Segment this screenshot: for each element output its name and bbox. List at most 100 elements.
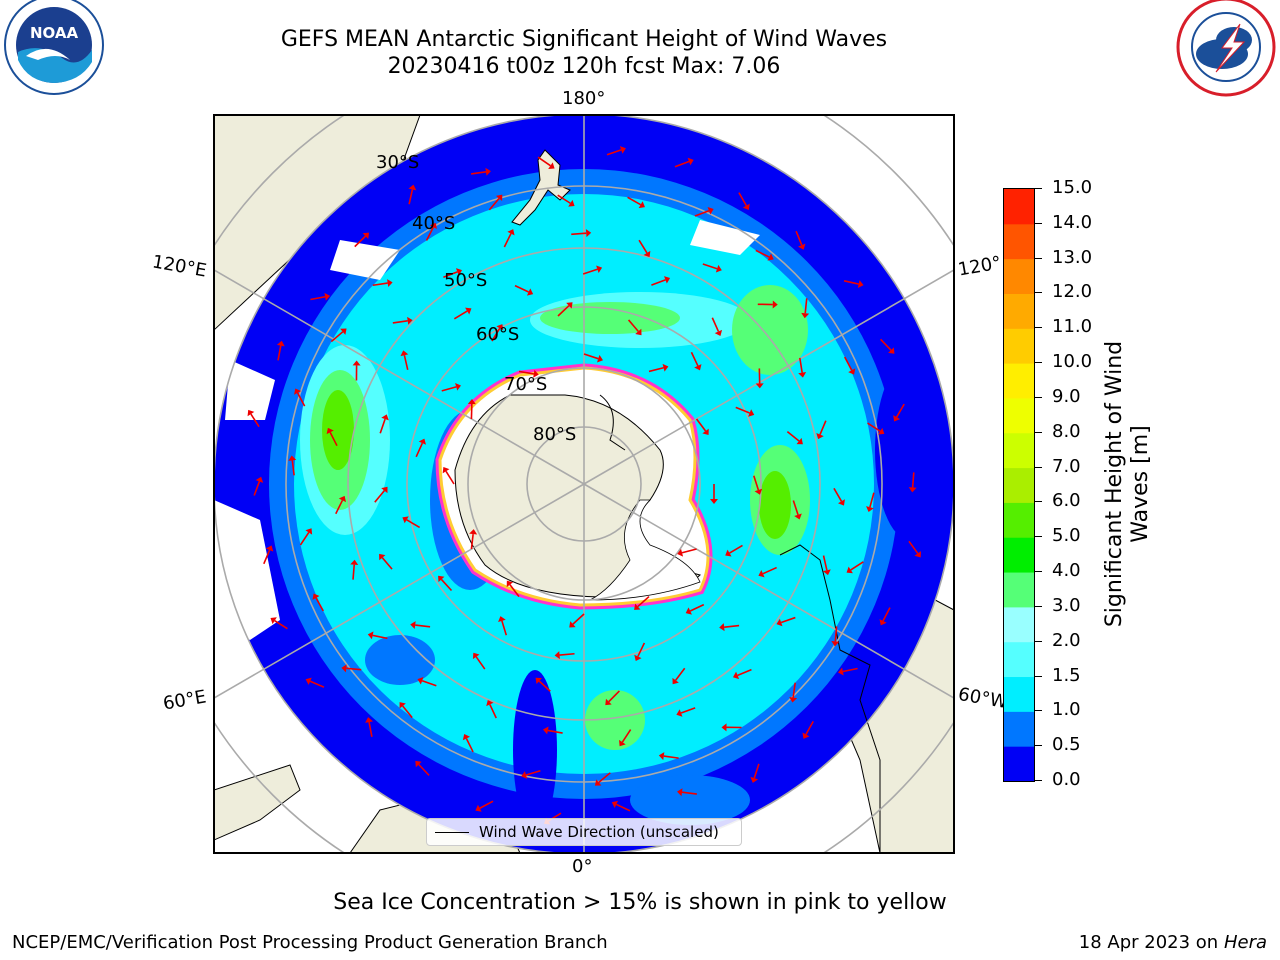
chart-subtitle: 20230416 t00z 120h fcst Max: 7.06 [387, 54, 781, 79]
wind-wave-arrow-head [619, 739, 626, 747]
wind-wave-arrow-shaft [547, 729, 563, 734]
colorbar-tick-label: 9.0 [1052, 385, 1081, 407]
wind-wave-arrow-head [888, 347, 895, 354]
wind-wave-arrow-shaft [724, 624, 740, 628]
wind-wave-arrow-head [643, 250, 651, 258]
wind-wave-arrow-shaft [488, 197, 500, 211]
wind-wave-arrow-head [338, 495, 347, 503]
colorbar-segment [1004, 641, 1034, 678]
wind-wave-arrow-head [352, 360, 361, 366]
colorbar-title-line1: Significant Height of Wind [1102, 340, 1127, 628]
wind-wave-arrow-shaft [842, 667, 858, 673]
wind-wave-arrow-head [498, 616, 506, 623]
wind-wave-arrow-shaft [421, 679, 437, 687]
colorbar-segment [1004, 711, 1034, 747]
wind-wave-arrow-shaft [503, 233, 512, 248]
wind-wave-arrow-head [754, 488, 763, 495]
footer-date: 18 Apr 2023 on Hera [1079, 932, 1267, 953]
wind-wave-arrow-head [662, 363, 669, 372]
wind-wave-arrow-shaft [843, 280, 859, 285]
wind-wave-arrow-head [866, 506, 874, 512]
wind-wave-arrow-head [465, 307, 472, 315]
colorbar-segment [1004, 537, 1034, 573]
wind-wave-arrow-head [410, 621, 416, 630]
wind-wave-arrow-shaft [675, 667, 686, 681]
wind-wave-arrow-head [305, 677, 312, 685]
wind-wave-arrow-shaft [616, 803, 631, 812]
wind-wave-arrow-shaft [598, 772, 611, 784]
wind-wave-arrow-shaft [648, 366, 664, 373]
wind-wave-arrow-shaft [392, 320, 408, 324]
wind-wave-arrow-head [634, 603, 641, 610]
wind-wave-arrow-shaft [690, 351, 699, 367]
colorbar-tick-label: 13.0 [1052, 246, 1093, 268]
wind-wave-arrow-head [710, 499, 718, 504]
wind-wave-arrow-shaft [354, 235, 367, 248]
colorbar-tick [1034, 327, 1042, 329]
colorbar-title: Significant Height of Wind Waves [m] [1102, 341, 1154, 627]
wind-wave-arrow-head [776, 618, 783, 627]
wind-wave-arrow-head [496, 194, 503, 202]
wind-wave-arrow-head [846, 566, 853, 574]
wind-wave-arrow-head [605, 698, 612, 706]
wind-wave-arrow-head [485, 167, 491, 176]
wind-wave-arrow-head [893, 415, 901, 422]
colorbar-segment [1004, 223, 1034, 260]
wind-wave-arrow-head [794, 513, 802, 520]
wind-wave-arrow-head [714, 329, 723, 337]
wind-wave-arrow-head [597, 354, 604, 363]
colorbar-tick [1034, 675, 1042, 677]
wind-wave-arrow-shaft [557, 194, 571, 204]
colorbar-tick [1034, 257, 1042, 259]
wind-wave-arrow-shaft [753, 475, 760, 491]
wind-wave-arrow-shaft [833, 487, 843, 502]
colorbar-tick [1034, 536, 1042, 538]
wind-wave-arrow-shaft [663, 755, 679, 759]
wind-wave-arrow-shaft [822, 555, 828, 571]
wind-wave-arrow-shaft [443, 271, 458, 279]
wind-wave-arrow-shaft [638, 239, 648, 254]
noaa-logo-icon: NOAA [4, 0, 104, 95]
wind-wave-arrow-shaft [250, 413, 260, 428]
wind-wave-arrow-head [831, 641, 840, 647]
wind-wave-arrow-head [521, 771, 528, 779]
wind-wave-arrow-shaft [335, 499, 344, 515]
wind-wave-arrow-shaft [674, 160, 690, 168]
wind-wave-arrow-head [326, 427, 334, 435]
colorbar-tick-label: 11.0 [1052, 316, 1093, 338]
colorbar-tick-label: 8.0 [1052, 420, 1081, 442]
wind-wave-arrow-shaft [509, 584, 520, 598]
colorbar-tick-label: 0.5 [1052, 734, 1081, 756]
wind-wave-arrow-head [288, 455, 297, 461]
wind-wave-arrow-head [707, 207, 714, 215]
wind-wave-arrow-head [429, 222, 437, 229]
colorbar-segment [1004, 189, 1034, 225]
wind-wave-arrow-shaft [804, 298, 808, 314]
colorbar-tick [1034, 292, 1042, 294]
map-legend: Wind Wave Direction (unscaled) [426, 818, 742, 846]
wind-wave-arrow-head [798, 372, 807, 378]
wind-wave-arrow-shaft [608, 690, 620, 703]
wind-wave-arrow-shaft [651, 279, 666, 286]
colorbar-title-line2: Waves [m] [1128, 425, 1153, 543]
wind-wave-arrow-shaft [572, 613, 585, 625]
wind-wave-arrow-shaft [330, 331, 344, 343]
wind-wave-arrow-shaft [689, 603, 705, 612]
wind-wave-arrow-shaft [571, 232, 587, 236]
wind-wave-arrow-shaft [406, 519, 421, 529]
wind-wave-arrow-head [848, 368, 856, 375]
wind-wave-arrow-shaft [453, 310, 468, 320]
wind-wave-arrow-head [677, 788, 683, 797]
wind-wave-arrow-shaft [291, 460, 295, 476]
wind-wave-arrow-shaft [418, 763, 430, 776]
wind-wave-arrow-shaft [559, 652, 575, 656]
wind-wave-arrow-shaft [583, 353, 599, 360]
wind-wave-arrow-shaft [263, 549, 271, 565]
wind-wave-arrow-head [638, 201, 645, 209]
wind-wave-arrow-head [365, 717, 374, 723]
wind-wave-arrow-shaft [711, 317, 720, 332]
wind-wave-arrow-head [475, 804, 482, 812]
wind-wave-arrow-shaft [557, 305, 570, 317]
wind-wave-arrow-shaft [346, 667, 362, 671]
